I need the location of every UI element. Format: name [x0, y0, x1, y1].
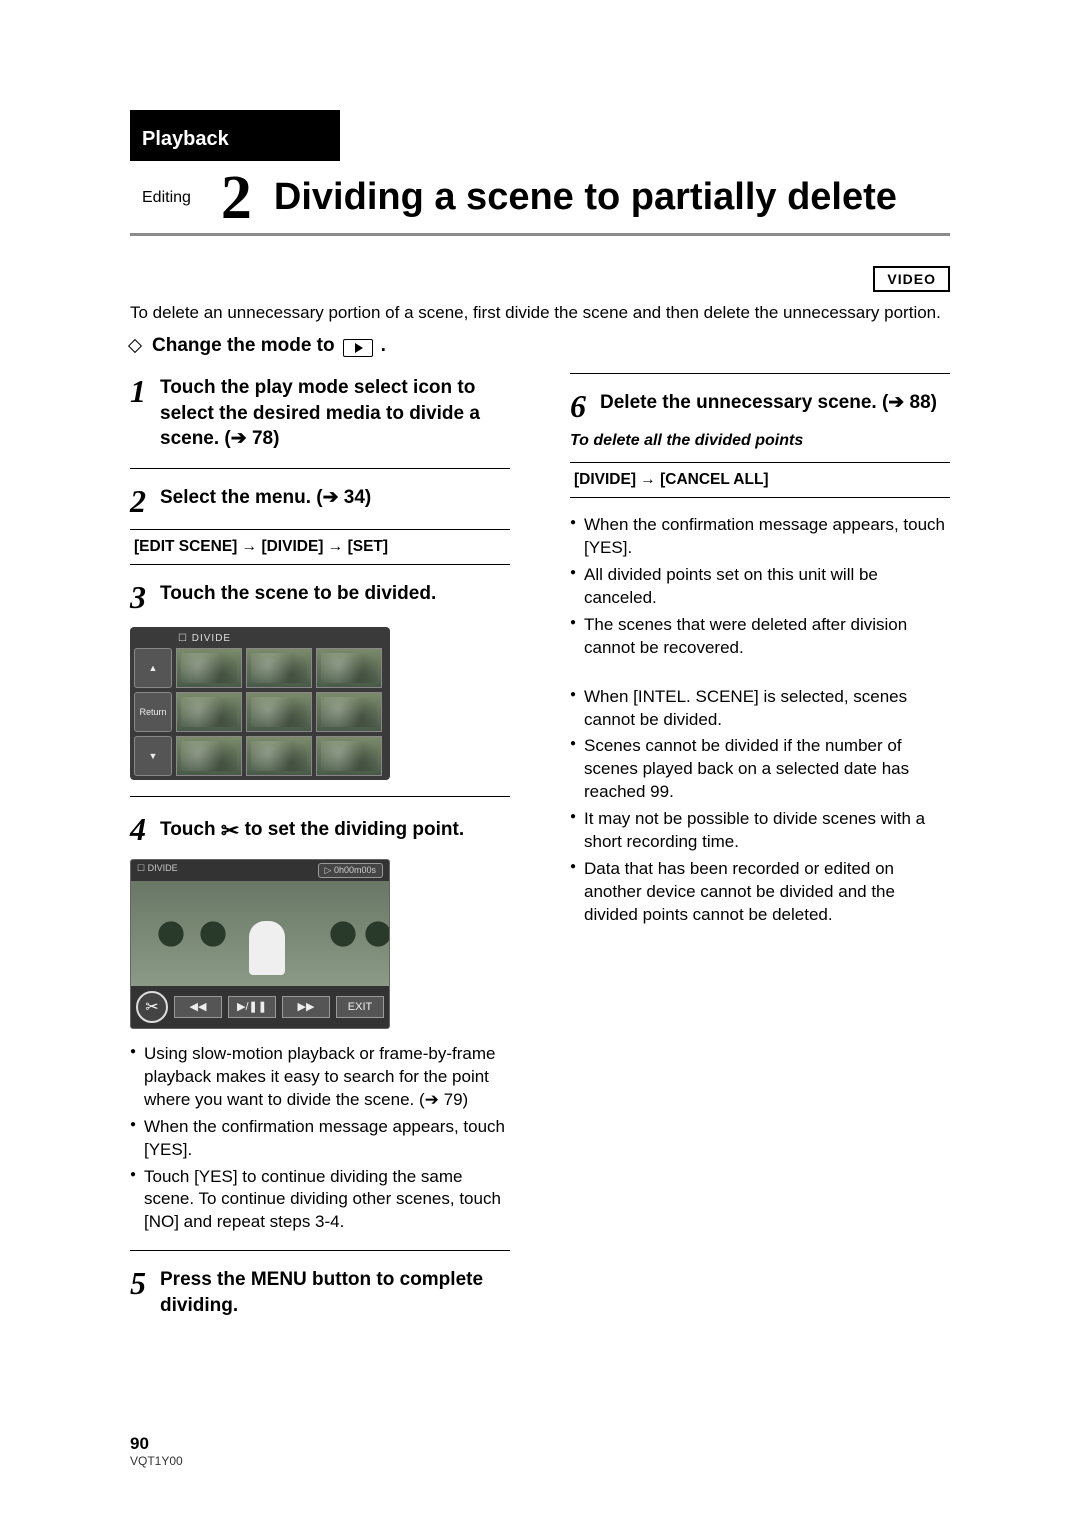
bullet-item: Touch [YES] to continue dividing the sam…: [130, 1166, 510, 1235]
step-text: Press the MENU button to complete dividi…: [160, 1267, 510, 1318]
divider: [570, 373, 950, 374]
step-text: Delete the unnecessary scene. (➔ 88): [600, 390, 950, 422]
video-tag: VIDEO: [873, 266, 950, 292]
step-number: 5: [130, 1267, 146, 1318]
play-pause-button: ▶/❚❚: [228, 996, 276, 1018]
exit-button: EXIT: [336, 996, 384, 1018]
section-number: 2: [221, 167, 252, 229]
bullet-item: Data that has been recorded or edited on…: [570, 858, 950, 927]
thumbnail-grid: ☐ DIVIDE ▲ Return: [130, 627, 390, 780]
two-column-layout: 1 Touch the play mode select icon to sel…: [130, 365, 950, 1327]
menu-path-box: [EDIT SCENE] → [DIVIDE] → [SET]: [130, 529, 510, 565]
thumb-cell: [316, 736, 382, 776]
breadcrumb-section: Playback: [130, 110, 340, 161]
thumb-up-button: ▲: [134, 648, 172, 688]
thumb-cell: [176, 648, 242, 688]
step-number: 1: [130, 375, 146, 452]
player-frame: [131, 881, 389, 986]
bullet-item: When [INTEL. SCENE] is selected, scenes …: [570, 686, 950, 732]
player-timecode: ▷ 0h00m00s: [318, 863, 383, 878]
playback-mode-icon: [343, 339, 373, 357]
subheading: To delete all the divided points: [570, 432, 950, 450]
step-text: Touch the scene to be divided.: [160, 581, 510, 613]
scissors-icon: ✂: [221, 818, 239, 843]
page-title: Dividing a scene to partially delete: [274, 176, 897, 220]
intro-text: To delete an unnecessary portion of a sc…: [130, 302, 950, 325]
player-header-label: ☐ DIVIDE: [137, 863, 178, 878]
right-column: 6 Delete the unnecessary scene. (➔ 88) T…: [570, 365, 950, 1327]
video-tag-row: VIDEO: [130, 266, 950, 292]
video-player: ☐ DIVIDE ▷ 0h00m00s ✂ ◀◀ ▶/❚❚ ▶▶ EXIT: [130, 859, 390, 1029]
thumb-return-button: Return: [134, 692, 172, 732]
bullet-item: All divided points set on this unit will…: [570, 564, 950, 610]
breadcrumb: Playback: [130, 110, 950, 161]
step-number: 6: [570, 390, 586, 422]
step-number: 2: [130, 485, 146, 517]
thumb-cell: [176, 736, 242, 776]
step-4: 4 Touch ✂ to set the dividing point.: [130, 813, 510, 845]
manual-page: Playback Editing 2 Dividing a scene to p…: [0, 0, 1080, 1526]
bullet-item: It may not be possible to divide scenes …: [570, 808, 950, 854]
bullet-item: Using slow-motion playback or frame-by-f…: [130, 1043, 510, 1112]
title-row: Editing 2 Dividing a scene to partially …: [130, 167, 950, 236]
mode-line: Change the mode to .: [130, 335, 950, 357]
step-text: Touch the play mode select icon to selec…: [160, 375, 510, 452]
left-column: 1 Touch the play mode select icon to sel…: [130, 365, 510, 1327]
diamond-icon: [128, 339, 142, 353]
player-controls: ✂ ◀◀ ▶/❚❚ ▶▶ EXIT: [131, 986, 389, 1028]
cancel-bullets: When the confirmation message appears, t…: [570, 514, 950, 660]
page-number: 90: [130, 1434, 183, 1454]
step4-after: to set the dividing point.: [245, 819, 465, 840]
mode-line-suffix: .: [381, 335, 386, 357]
divider: [130, 796, 510, 797]
step4-bullets: Using slow-motion playback or frame-by-f…: [130, 1043, 510, 1235]
editing-label: Editing: [142, 189, 191, 207]
thumb-down-button: ▼: [134, 736, 172, 776]
step-number: 4: [130, 813, 146, 845]
thumb-cell: [316, 648, 382, 688]
menu-path-box: [DIVIDE] → [CANCEL ALL]: [570, 462, 950, 498]
step-2: 2 Select the menu. (➔ 34): [130, 485, 510, 517]
bullet-item: When the confirmation message appears, t…: [570, 514, 950, 560]
document-code: VQT1Y00: [130, 1454, 183, 1468]
bullet-item: The scenes that were deleted after divis…: [570, 614, 950, 660]
thumb-cell: [246, 692, 312, 732]
step4-before: Touch: [160, 819, 221, 840]
step-6: 6 Delete the unnecessary scene. (➔ 88): [570, 390, 950, 422]
divider: [130, 468, 510, 469]
step-3: 3 Touch the scene to be divided.: [130, 581, 510, 613]
notes-bullets: When [INTEL. SCENE] is selected, scenes …: [570, 686, 950, 927]
step-number: 3: [130, 581, 146, 613]
step-text: Select the menu. (➔ 34): [160, 485, 510, 517]
thumb-cell: [316, 692, 382, 732]
thumb-cell: [176, 692, 242, 732]
bullet-item: Scenes cannot be divided if the number o…: [570, 735, 950, 804]
divide-button: ✂: [136, 991, 168, 1023]
player-header: ☐ DIVIDE ▷ 0h00m00s: [131, 860, 389, 881]
forward-button: ▶▶: [282, 996, 330, 1018]
bullet-item: When the confirmation message appears, t…: [130, 1116, 510, 1162]
player-screenshot: ☐ DIVIDE ▷ 0h00m00s ✂ ◀◀ ▶/❚❚ ▶▶ EXIT: [130, 859, 510, 1029]
mode-line-prefix: Change the mode to: [152, 335, 335, 357]
step-1: 1 Touch the play mode select icon to sel…: [130, 375, 510, 452]
step-text: Touch ✂ to set the dividing point.: [160, 813, 510, 845]
divider: [130, 1250, 510, 1251]
thumb-header: ☐ DIVIDE: [134, 631, 386, 648]
page-footer: 90 VQT1Y00: [130, 1434, 183, 1468]
step-5: 5 Press the MENU button to complete divi…: [130, 1267, 510, 1318]
thumb-cell: [246, 736, 312, 776]
rewind-button: ◀◀: [174, 996, 222, 1018]
thumbnail-screenshot: ☐ DIVIDE ▲ Return: [130, 627, 510, 780]
thumb-cell: [246, 648, 312, 688]
